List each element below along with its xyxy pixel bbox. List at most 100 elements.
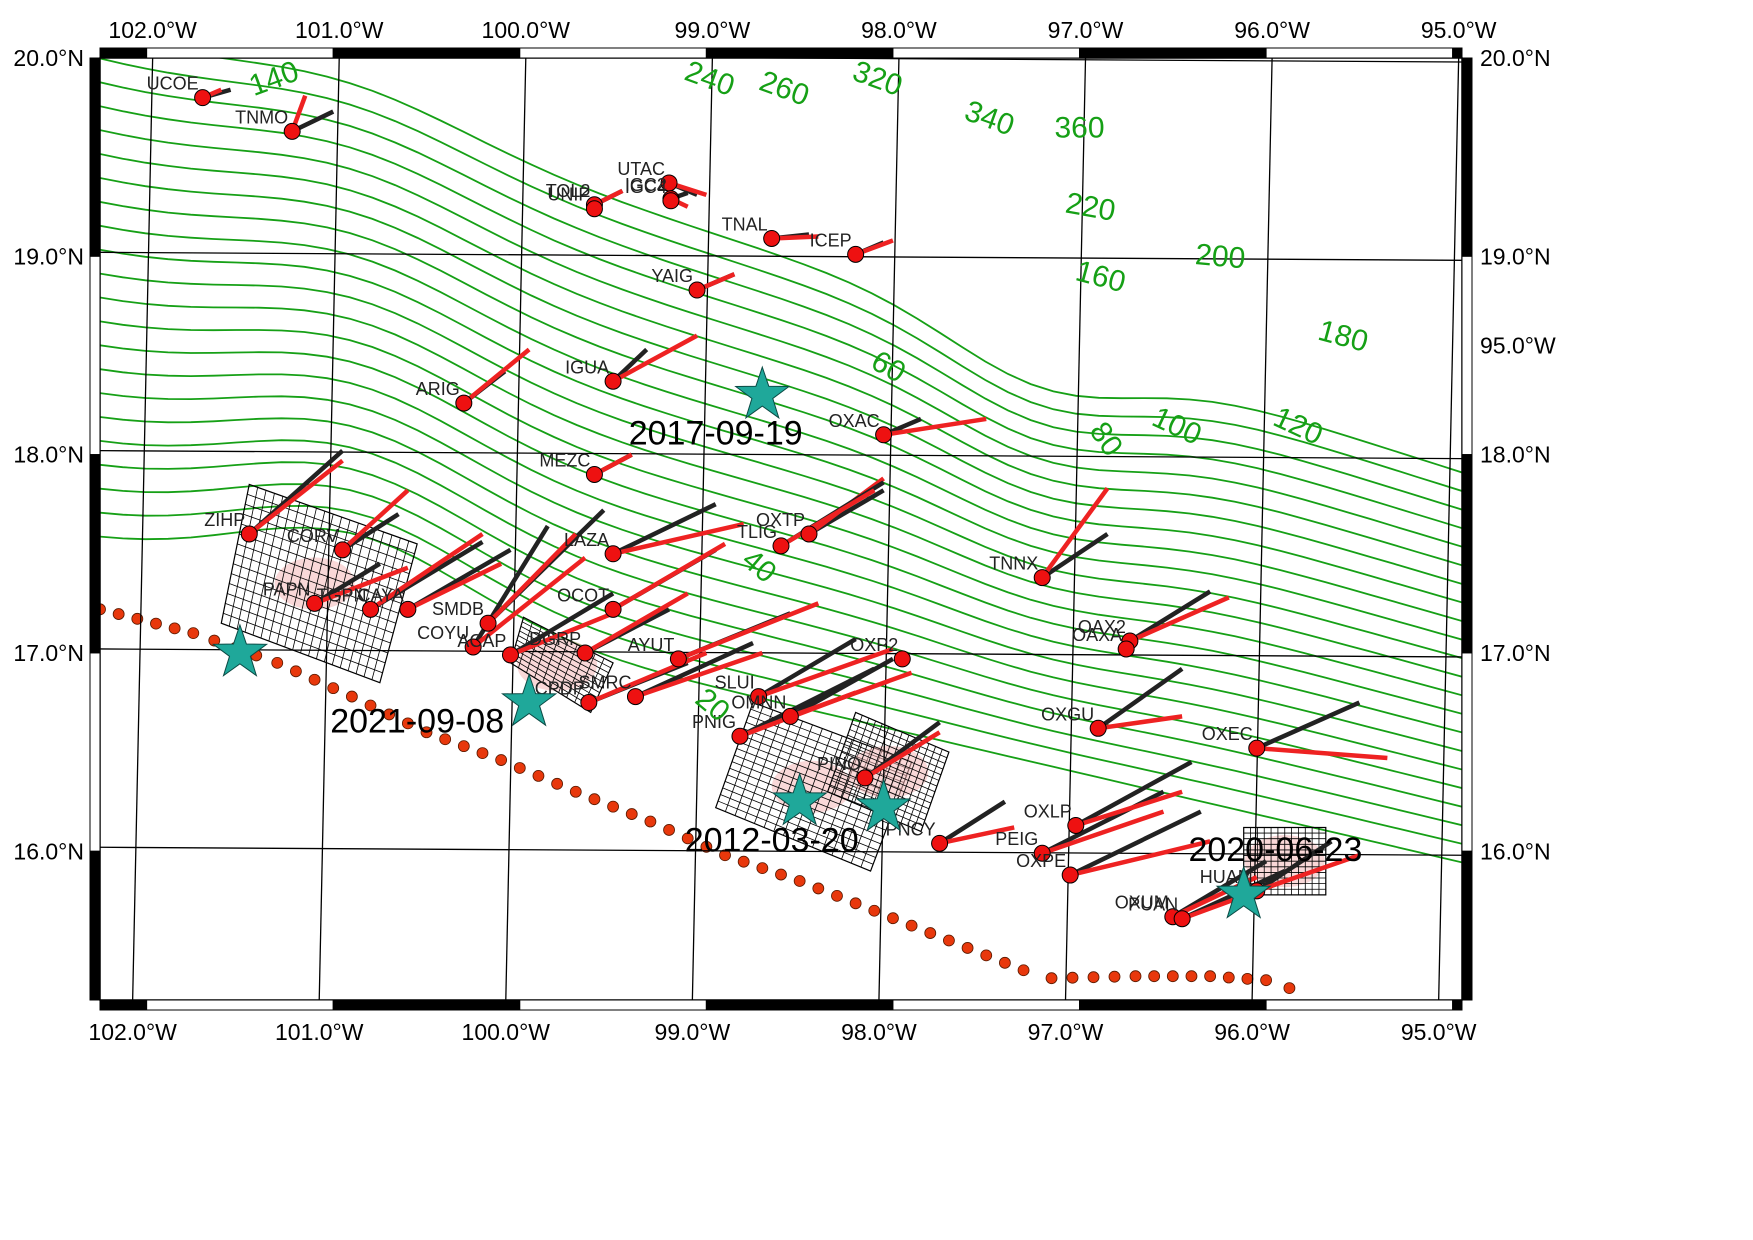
station-marker <box>1089 719 1107 737</box>
observed-vector <box>677 601 820 661</box>
station-label: OAX2 <box>1078 617 1126 637</box>
trench-dot <box>364 699 377 712</box>
observed-vector <box>611 541 727 612</box>
frame-bar-top <box>332 47 521 59</box>
meridian-line <box>691 57 714 1001</box>
grid-line <box>511 657 594 708</box>
trench-dot <box>756 862 769 875</box>
frame-bar-left <box>89 652 101 852</box>
grid-line <box>243 513 410 574</box>
trench-dot <box>1166 970 1179 983</box>
observed-vector <box>757 646 894 699</box>
station-marker <box>1033 844 1051 862</box>
depth-contour <box>100 129 1462 548</box>
trench-dot <box>812 882 825 895</box>
frame-bar-top <box>1079 47 1267 59</box>
station-label: UCOE <box>147 74 199 94</box>
depth-contour <box>100 392 1462 752</box>
depth-contour <box>100 105 1462 530</box>
station-marker <box>750 688 768 706</box>
frame-bar-left <box>89 850 101 1001</box>
observed-vector <box>883 416 987 438</box>
station-marker <box>585 465 603 483</box>
station-label: SMRC <box>578 673 631 693</box>
grid-line <box>851 723 946 764</box>
parallel-line <box>99 449 1463 460</box>
depth-contour <box>100 526 1462 864</box>
station-marker <box>576 644 594 662</box>
grid-line <box>225 602 386 664</box>
station-marker <box>1033 569 1051 587</box>
station-marker <box>283 122 301 140</box>
observed-vector <box>471 555 587 649</box>
station-marker <box>399 600 417 618</box>
station-label: OXP2 <box>850 635 898 655</box>
grid-2012-03-20-b <box>826 711 950 833</box>
observed-vector <box>1069 839 1211 878</box>
observed-vector <box>634 650 764 699</box>
observed-vector <box>313 565 409 606</box>
depth-contour <box>100 248 1462 641</box>
station-label: MEZC <box>539 450 590 470</box>
trench-dot <box>1066 971 1079 984</box>
station-marker <box>875 426 893 444</box>
observed-vector <box>341 488 410 552</box>
station-marker <box>688 281 706 299</box>
station-marker <box>847 245 865 263</box>
trench-dot <box>551 777 564 790</box>
frame-bar-bottom <box>519 999 707 1011</box>
grid-line <box>241 523 407 584</box>
observed-vector <box>247 458 344 536</box>
station-marker <box>800 525 818 543</box>
frame-bar-left <box>89 454 101 654</box>
grid-line <box>839 757 934 798</box>
station-label: IGC4 <box>625 177 667 197</box>
station-marker <box>772 537 790 555</box>
station-marker <box>1173 910 1191 928</box>
lon-tick-label-bottom: 95.0°W <box>1401 1019 1477 1045</box>
depth-contour <box>100 320 1462 697</box>
model-vector <box>509 591 615 657</box>
trench-dot <box>625 808 638 820</box>
frame-bar-bottom <box>892 999 1081 1011</box>
trench-dot <box>208 634 221 647</box>
station-label: IGC2 <box>625 175 667 195</box>
model-vector <box>738 666 876 739</box>
grid-line <box>223 612 383 674</box>
frame-bar-bottom <box>99 999 148 1011</box>
lon-tick-label-bottom: 96.0°W <box>1214 1019 1290 1045</box>
frame-bar-left <box>89 57 101 257</box>
trench-dot <box>290 665 302 678</box>
lon-tick-label-bottom: 101.0°W <box>275 1019 364 1045</box>
trench-dot <box>383 708 396 721</box>
grid-line <box>853 717 948 759</box>
trench-dot <box>495 754 508 766</box>
station-label: PUAN <box>1128 895 1178 915</box>
station-marker <box>362 600 380 618</box>
frame-bar-right <box>1461 850 1473 1001</box>
trench-dot <box>644 815 657 828</box>
lon-tick-label-top: 95.0°W <box>1421 17 1497 43</box>
station-label: IGUA <box>565 357 609 377</box>
lon-tick-label-top: 97.0°W <box>1048 17 1124 43</box>
station-label: UNIP <box>547 185 590 205</box>
station-marker <box>194 89 212 107</box>
station-marker <box>580 694 598 712</box>
model-vector <box>757 637 857 699</box>
lat-tick-label-right: 17.0°N <box>1480 640 1551 666</box>
frame-bar-top <box>146 47 334 59</box>
trench-dot <box>793 875 806 887</box>
frame-bar-bottom <box>1265 999 1454 1011</box>
epicenter-star <box>771 772 828 826</box>
lon-tick-label-right-extra: 95.0°W <box>1480 333 1556 359</box>
observed-vector <box>369 532 484 612</box>
trench-dot <box>924 927 937 939</box>
observed-vector <box>1075 789 1183 828</box>
station-marker <box>604 600 622 618</box>
trench-dot <box>168 622 181 635</box>
station-marker <box>585 200 603 218</box>
station-marker <box>763 229 781 247</box>
trench-dot <box>737 855 750 868</box>
station-marker <box>464 638 482 656</box>
